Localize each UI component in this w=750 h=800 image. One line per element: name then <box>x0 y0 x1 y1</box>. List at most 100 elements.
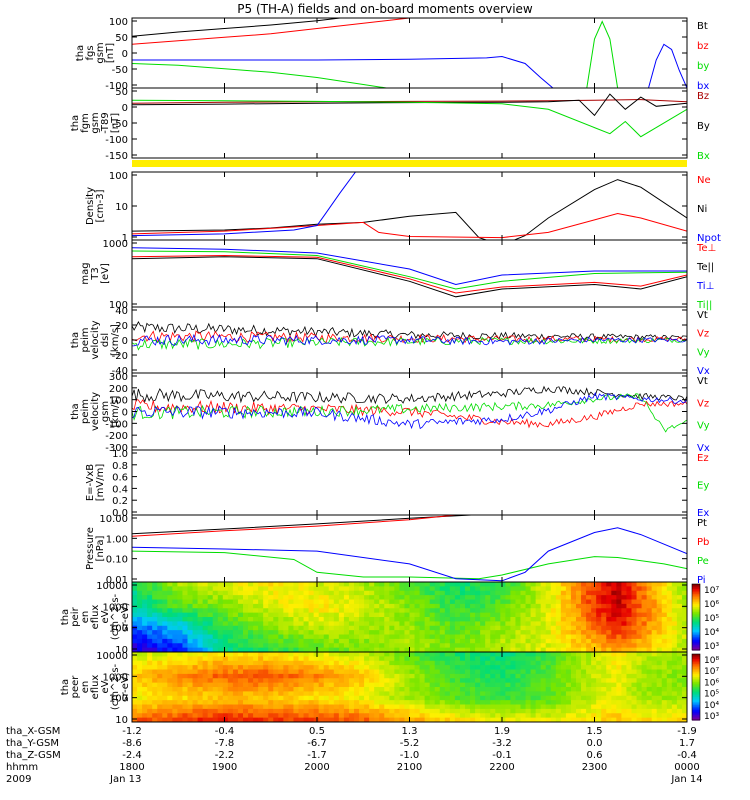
spectrogram-cell <box>308 673 315 679</box>
spectrogram-cell <box>666 617 673 622</box>
colorbar-segment <box>692 643 700 646</box>
spectrogram-cell <box>535 678 542 684</box>
spectrogram-cell <box>137 595 143 601</box>
spectrogram-cell <box>525 608 532 614</box>
spectrogram-cell <box>424 630 431 636</box>
spectrogram-cell <box>298 713 305 719</box>
spectrogram-cell <box>601 660 607 666</box>
spectrogram-cell <box>243 713 249 719</box>
spectrogram-cell <box>434 586 441 592</box>
spectrogram-cell <box>444 717 451 722</box>
spectrogram-cell <box>313 586 320 592</box>
spectrogram-cell <box>510 678 517 684</box>
spectrogram-cell <box>374 660 380 666</box>
spectrogram-cell <box>434 691 441 697</box>
spectrogram-cell <box>601 691 607 697</box>
colorbar-segment <box>692 693 700 696</box>
spectrogram-cell <box>157 656 163 662</box>
spectrogram-cell <box>646 665 653 671</box>
spectrogram-cell <box>681 687 687 692</box>
spectrogram-cell <box>142 603 148 609</box>
spectrogram-cell <box>444 673 451 679</box>
spectrogram-cell <box>565 634 572 640</box>
spectrogram-cell <box>681 617 687 622</box>
series-line-bz <box>132 18 410 45</box>
spectrogram-cell <box>555 643 562 649</box>
spectrogram-cell <box>207 586 214 592</box>
spectrogram-cell <box>550 590 557 596</box>
colorbar-segment <box>692 698 700 701</box>
spectrogram-cell <box>419 713 426 719</box>
spectrogram-cell <box>288 638 295 644</box>
colorbar-segment <box>692 625 700 628</box>
spectrogram-cell <box>298 630 305 636</box>
spectrogram-cell <box>449 634 456 640</box>
spectrogram-cell <box>384 695 390 701</box>
spectrogram-cell <box>227 713 234 719</box>
spectrogram-cell <box>142 638 148 644</box>
spectrogram-cell <box>510 682 517 688</box>
spectrogram-cell <box>480 687 486 692</box>
spectrogram-cell <box>399 608 406 614</box>
spectrogram-cell <box>243 603 249 609</box>
spectrogram-cell <box>243 691 249 697</box>
spectrogram-cell <box>313 590 320 596</box>
y-label-line: peir <box>70 606 81 626</box>
spectrogram-cell <box>222 595 229 601</box>
spectrogram-cell <box>525 652 532 657</box>
spectrogram-cell <box>167 682 173 688</box>
spectrogram-cell <box>540 638 547 644</box>
spectrogram-cell <box>207 665 214 671</box>
spectrogram-cell <box>465 695 471 701</box>
spectrogram-cell <box>424 643 431 649</box>
spectrogram-cell <box>182 704 189 710</box>
spectrogram-cell <box>222 638 229 644</box>
spectrogram-cell <box>449 638 456 644</box>
spectrogram-cell <box>409 717 416 722</box>
spectrogram-cell <box>187 660 194 666</box>
spectrogram-cell <box>202 634 209 640</box>
spectrogram-cell <box>414 682 421 688</box>
spectrogram-cell <box>646 586 653 592</box>
spectrogram-cell <box>530 682 537 688</box>
spectrogram-cell <box>359 695 365 701</box>
spectrogram-cell <box>520 652 527 657</box>
spectrogram-cell <box>374 708 380 714</box>
spectrogram-cell <box>591 603 597 609</box>
spectrogram-cell <box>429 708 436 714</box>
spectrogram-cell <box>399 665 406 671</box>
spectrogram-cell <box>404 713 411 719</box>
spectrogram-cell <box>328 625 335 631</box>
spectrogram-cell <box>343 634 350 640</box>
spectrogram-cell <box>419 691 426 697</box>
spectrogram-cell <box>475 669 481 675</box>
x-row-value: 1800 <box>119 762 144 773</box>
spectrogram-cell <box>389 621 395 627</box>
spectrogram-cell <box>606 700 612 706</box>
spectrogram-cell <box>328 691 335 697</box>
spectrogram-cell <box>333 634 340 640</box>
spectrogram-cell <box>459 595 466 601</box>
spectrogram-cell <box>157 708 163 714</box>
spectrogram-cell <box>338 603 345 609</box>
spectrogram-cell <box>535 700 542 706</box>
spectrogram-cell <box>323 673 330 679</box>
legend-entry-Te⊥: Te⊥ <box>696 243 716 254</box>
spectrogram-cell <box>621 704 628 710</box>
spectrogram-cell <box>142 625 148 631</box>
spectrogram-cell <box>283 682 290 688</box>
spectrogram-cell <box>147 673 153 679</box>
spectrogram-cell <box>666 665 673 671</box>
spectrogram-cell <box>601 608 607 614</box>
spectrogram-cell <box>535 695 542 701</box>
spectrogram-cell <box>626 603 633 609</box>
spectrogram-cell <box>555 590 562 596</box>
spectrogram-cell <box>212 617 219 622</box>
spectrogram-cell <box>676 652 683 657</box>
spectrogram-cell <box>389 586 395 592</box>
spectrogram-cell <box>374 612 380 618</box>
spectrogram-cell <box>217 665 224 671</box>
spectrogram-cell <box>318 695 325 701</box>
y-label-line: gsm <box>90 112 101 133</box>
